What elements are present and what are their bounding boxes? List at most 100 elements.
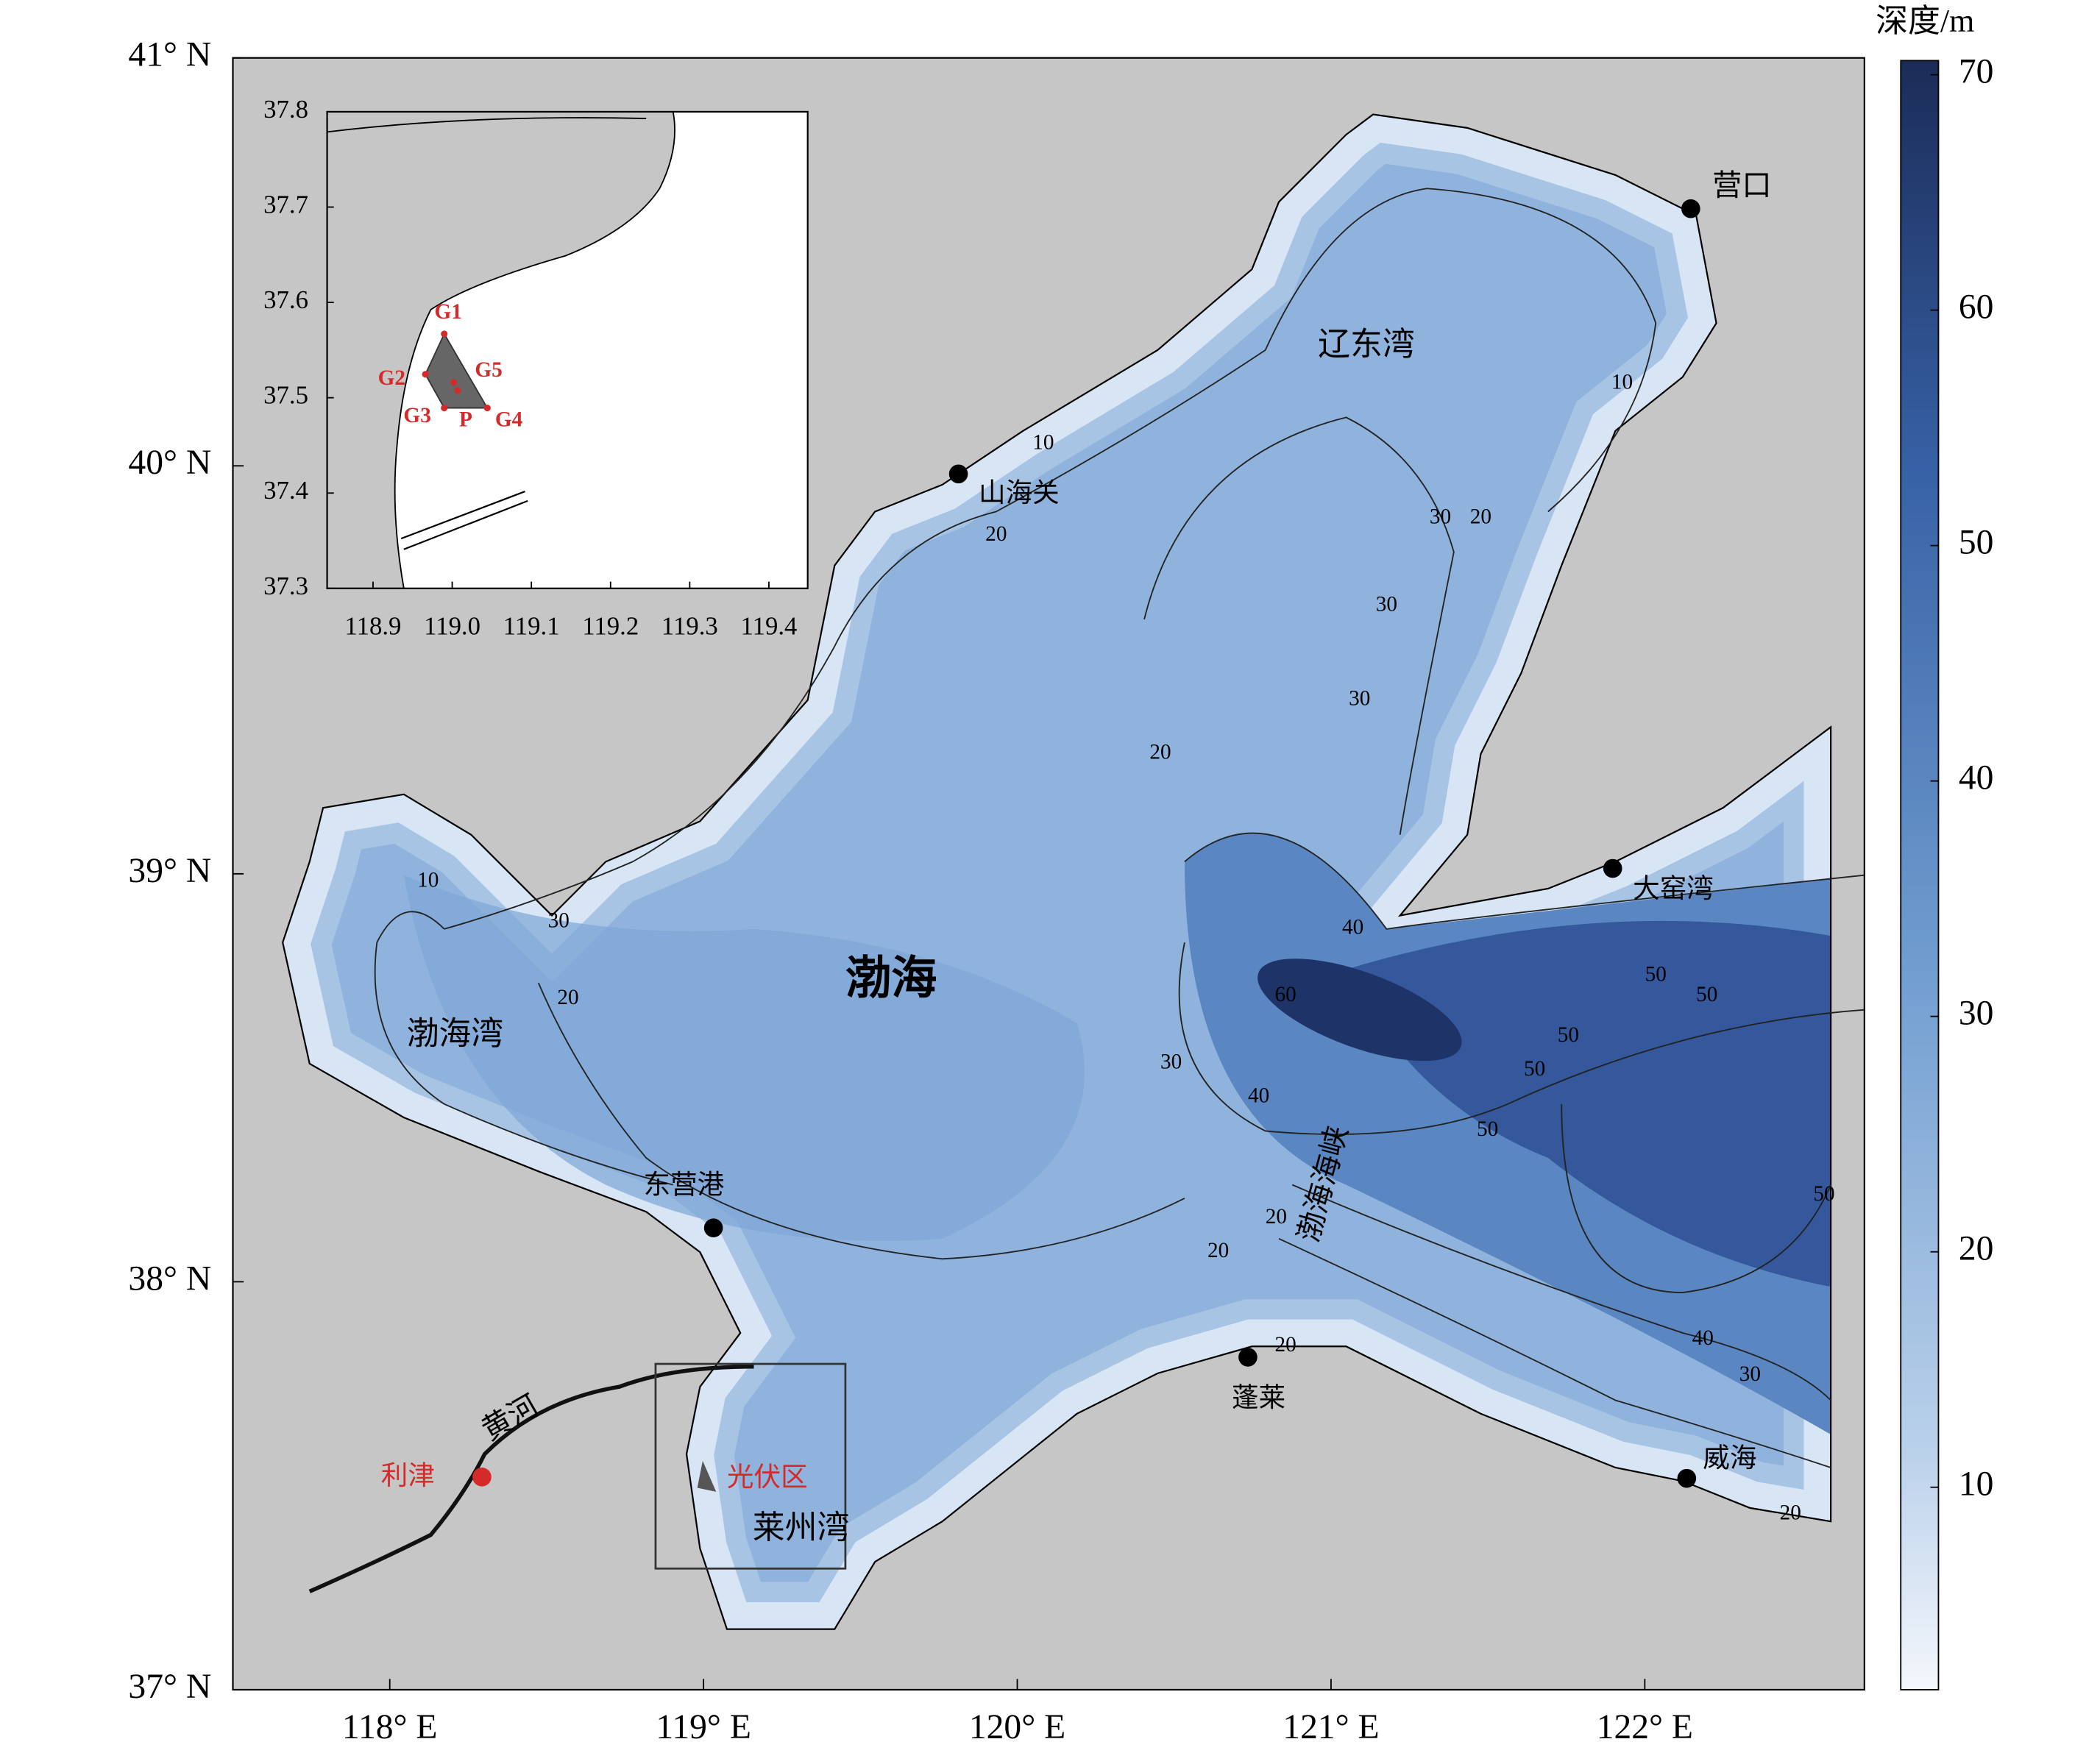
inset-site: [441, 404, 448, 412]
contour-label: 50: [1524, 1057, 1545, 1081]
place-marker: [472, 1467, 492, 1487]
x-tick-label: 120° E: [969, 1708, 1065, 1746]
contour-line: [1561, 1103, 1831, 1293]
place-marker: [1677, 1468, 1697, 1488]
colorbar-tick-label: 30: [1959, 995, 1994, 1033]
inset-site: [450, 379, 458, 386]
inset-x-tick-label: 119.3: [661, 612, 718, 641]
sea-layer: [282, 113, 1865, 1630]
contour-label: 20: [1275, 1333, 1296, 1356]
inset-site-label: G1: [435, 300, 462, 324]
contour-label: 50: [1696, 983, 1717, 1006]
inset-x-tick-label: 119.4: [741, 612, 798, 641]
inset-jetty: [400, 491, 528, 550]
place-label: 山海关: [979, 477, 1060, 508]
y-tick-label: 38° N: [128, 1259, 211, 1298]
x-tick-label: 119° E: [656, 1708, 751, 1746]
inset-shoreline: [327, 117, 647, 133]
contour-label: 40: [1248, 1084, 1269, 1107]
contour-label: 40: [1342, 916, 1363, 939]
inset-site-label: G2: [378, 366, 405, 390]
central-basin: [403, 875, 1085, 1241]
contour-label: 60: [1275, 983, 1296, 1006]
inset-x-tick-label: 119.2: [582, 612, 639, 641]
pv-area: [697, 1460, 717, 1492]
inset-y-tick-label: 37.6: [263, 285, 308, 314]
place-label: 大窑湾: [1633, 873, 1714, 903]
contour-label: 30: [1349, 686, 1370, 710]
y-tick-label: 41° N: [128, 36, 211, 74]
colorbar-tick-label: 40: [1959, 759, 1994, 797]
inset-site: [422, 371, 429, 378]
contour-label: 20: [1266, 1205, 1287, 1228]
inset-y-tick-label: 37.4: [263, 476, 308, 505]
y-tick-label: 39° N: [128, 852, 211, 890]
place-label: 辽东湾: [1318, 326, 1415, 362]
inset-x-tick-label: 119.0: [424, 612, 480, 641]
contour-label: 10: [1032, 431, 1054, 455]
inset-site-label: G5: [475, 358, 502, 382]
place-label: 渤海湾: [407, 1015, 504, 1051]
x-tick-label: 122° E: [1597, 1708, 1693, 1746]
inset-extent-box: [654, 1362, 847, 1570]
colorbar-tick-label: 10: [1959, 1465, 1994, 1504]
contour-label: 40: [1692, 1326, 1714, 1350]
place-marker: [703, 1218, 723, 1238]
place-label: 蓬莱: [1232, 1382, 1285, 1412]
inset-x-tick-label: 119.1: [503, 612, 560, 641]
contour-line: [1278, 1238, 1831, 1468]
y-tick-label: 40° N: [128, 444, 211, 482]
contour-line: [444, 188, 1657, 930]
inset-y-tick-label: 37.7: [263, 190, 308, 218]
place-label: 渤海: [845, 953, 937, 1003]
colorbar-tick-label: 70: [1959, 52, 1994, 90]
yellow-river: [308, 1364, 754, 1593]
contour-label: 50: [1558, 1023, 1579, 1047]
contour-line: [1143, 416, 1455, 835]
contour-label: 50: [1477, 1117, 1498, 1141]
contour-label: 30: [1376, 592, 1397, 616]
contour-label: 20: [1149, 741, 1171, 764]
contour-label: 20: [1780, 1501, 1801, 1525]
place-label: 威海: [1703, 1443, 1756, 1473]
contour-line: [1291, 1184, 1831, 1401]
contour-label: 30: [548, 908, 570, 932]
contour-line: [537, 982, 1185, 1260]
contour-label: 30: [1430, 505, 1451, 528]
inset-site: [441, 330, 448, 338]
inset-site-label: G3: [403, 404, 430, 427]
inset-site-label: P: [459, 408, 472, 432]
place-label: 莱州湾: [753, 1510, 850, 1546]
place-label: 东营港: [644, 1170, 725, 1200]
contour-label: 30: [1160, 1050, 1182, 1074]
y-tick-label: 37° N: [128, 1668, 211, 1706]
place-marker: [1603, 858, 1622, 878]
colorbar-tick-label: 20: [1959, 1230, 1994, 1268]
contour-line: [374, 911, 673, 1186]
place-marker: [1238, 1348, 1257, 1367]
inset-site-label: G4: [495, 408, 523, 432]
contours: [374, 188, 1865, 1468]
place-marker: [1681, 199, 1700, 218]
inset-site: [483, 404, 491, 412]
contour-label: 20: [1207, 1239, 1229, 1262]
deeper-water: [1346, 920, 1831, 1293]
contour-label: 20: [985, 522, 1007, 546]
place-label: 营口: [1712, 168, 1771, 202]
inset-x-tick-label: 118.9: [345, 612, 402, 641]
inset-land: [326, 110, 675, 589]
colorbar-tick-label: 50: [1959, 524, 1994, 562]
contour-label: 50: [1645, 963, 1667, 986]
contour-label: 20: [557, 986, 578, 1009]
contour-label: 10: [417, 869, 439, 892]
inset-y-tick-label: 37.8: [263, 95, 308, 124]
place-marker: [948, 464, 968, 484]
contour-label: 20: [1470, 505, 1491, 528]
inset-site: [454, 387, 461, 394]
contour-line: [1178, 942, 1865, 1135]
colorbar-title: 深度/m: [1876, 4, 1974, 39]
contour-label: 30: [1739, 1362, 1761, 1386]
contour-line: [1184, 832, 1865, 930]
place-label: 光伏区: [727, 1462, 808, 1492]
